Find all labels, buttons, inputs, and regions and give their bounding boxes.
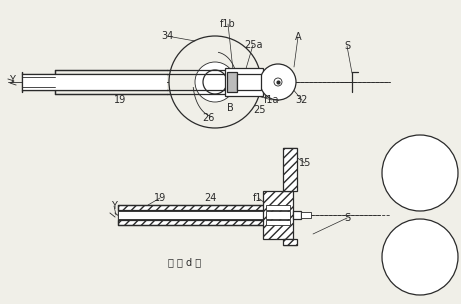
Circle shape — [274, 78, 282, 86]
Text: f1b: f1b — [220, 19, 236, 29]
Text: 25a: 25a — [244, 40, 262, 50]
Circle shape — [382, 135, 458, 211]
Text: 第 ４ d 図: 第 ４ d 図 — [168, 257, 201, 267]
Bar — [118, 220, 290, 225]
Text: Y: Y — [111, 201, 117, 211]
Circle shape — [169, 36, 261, 128]
Text: S: S — [344, 213, 350, 223]
Text: f1a: f1a — [264, 95, 280, 105]
Text: 15: 15 — [299, 158, 311, 168]
Bar — [237, 74, 261, 90]
Bar — [227, 72, 237, 92]
Bar — [22, 74, 167, 90]
Bar — [266, 220, 290, 225]
Bar — [118, 211, 290, 219]
Text: 32: 32 — [296, 95, 308, 105]
Bar — [118, 205, 290, 210]
Text: 19: 19 — [154, 193, 166, 203]
Circle shape — [260, 64, 296, 100]
Text: Y: Y — [9, 75, 15, 85]
Circle shape — [203, 70, 227, 94]
Text: 19: 19 — [114, 95, 126, 105]
Bar — [293, 211, 301, 219]
Circle shape — [195, 62, 235, 102]
Text: 34: 34 — [161, 31, 173, 41]
Text: A: A — [295, 32, 301, 42]
Bar — [283, 148, 297, 191]
Circle shape — [382, 219, 458, 295]
Bar — [283, 239, 297, 245]
Bar — [225, 68, 263, 96]
Bar — [266, 211, 290, 219]
Text: f1: f1 — [253, 193, 263, 203]
Bar — [266, 205, 290, 210]
Text: 25: 25 — [254, 105, 266, 115]
Text: 24: 24 — [204, 193, 216, 203]
Text: S: S — [344, 41, 350, 51]
Bar — [301, 212, 311, 218]
Text: 26: 26 — [202, 113, 214, 123]
Text: B: B — [227, 103, 233, 113]
Bar — [263, 191, 293, 239]
